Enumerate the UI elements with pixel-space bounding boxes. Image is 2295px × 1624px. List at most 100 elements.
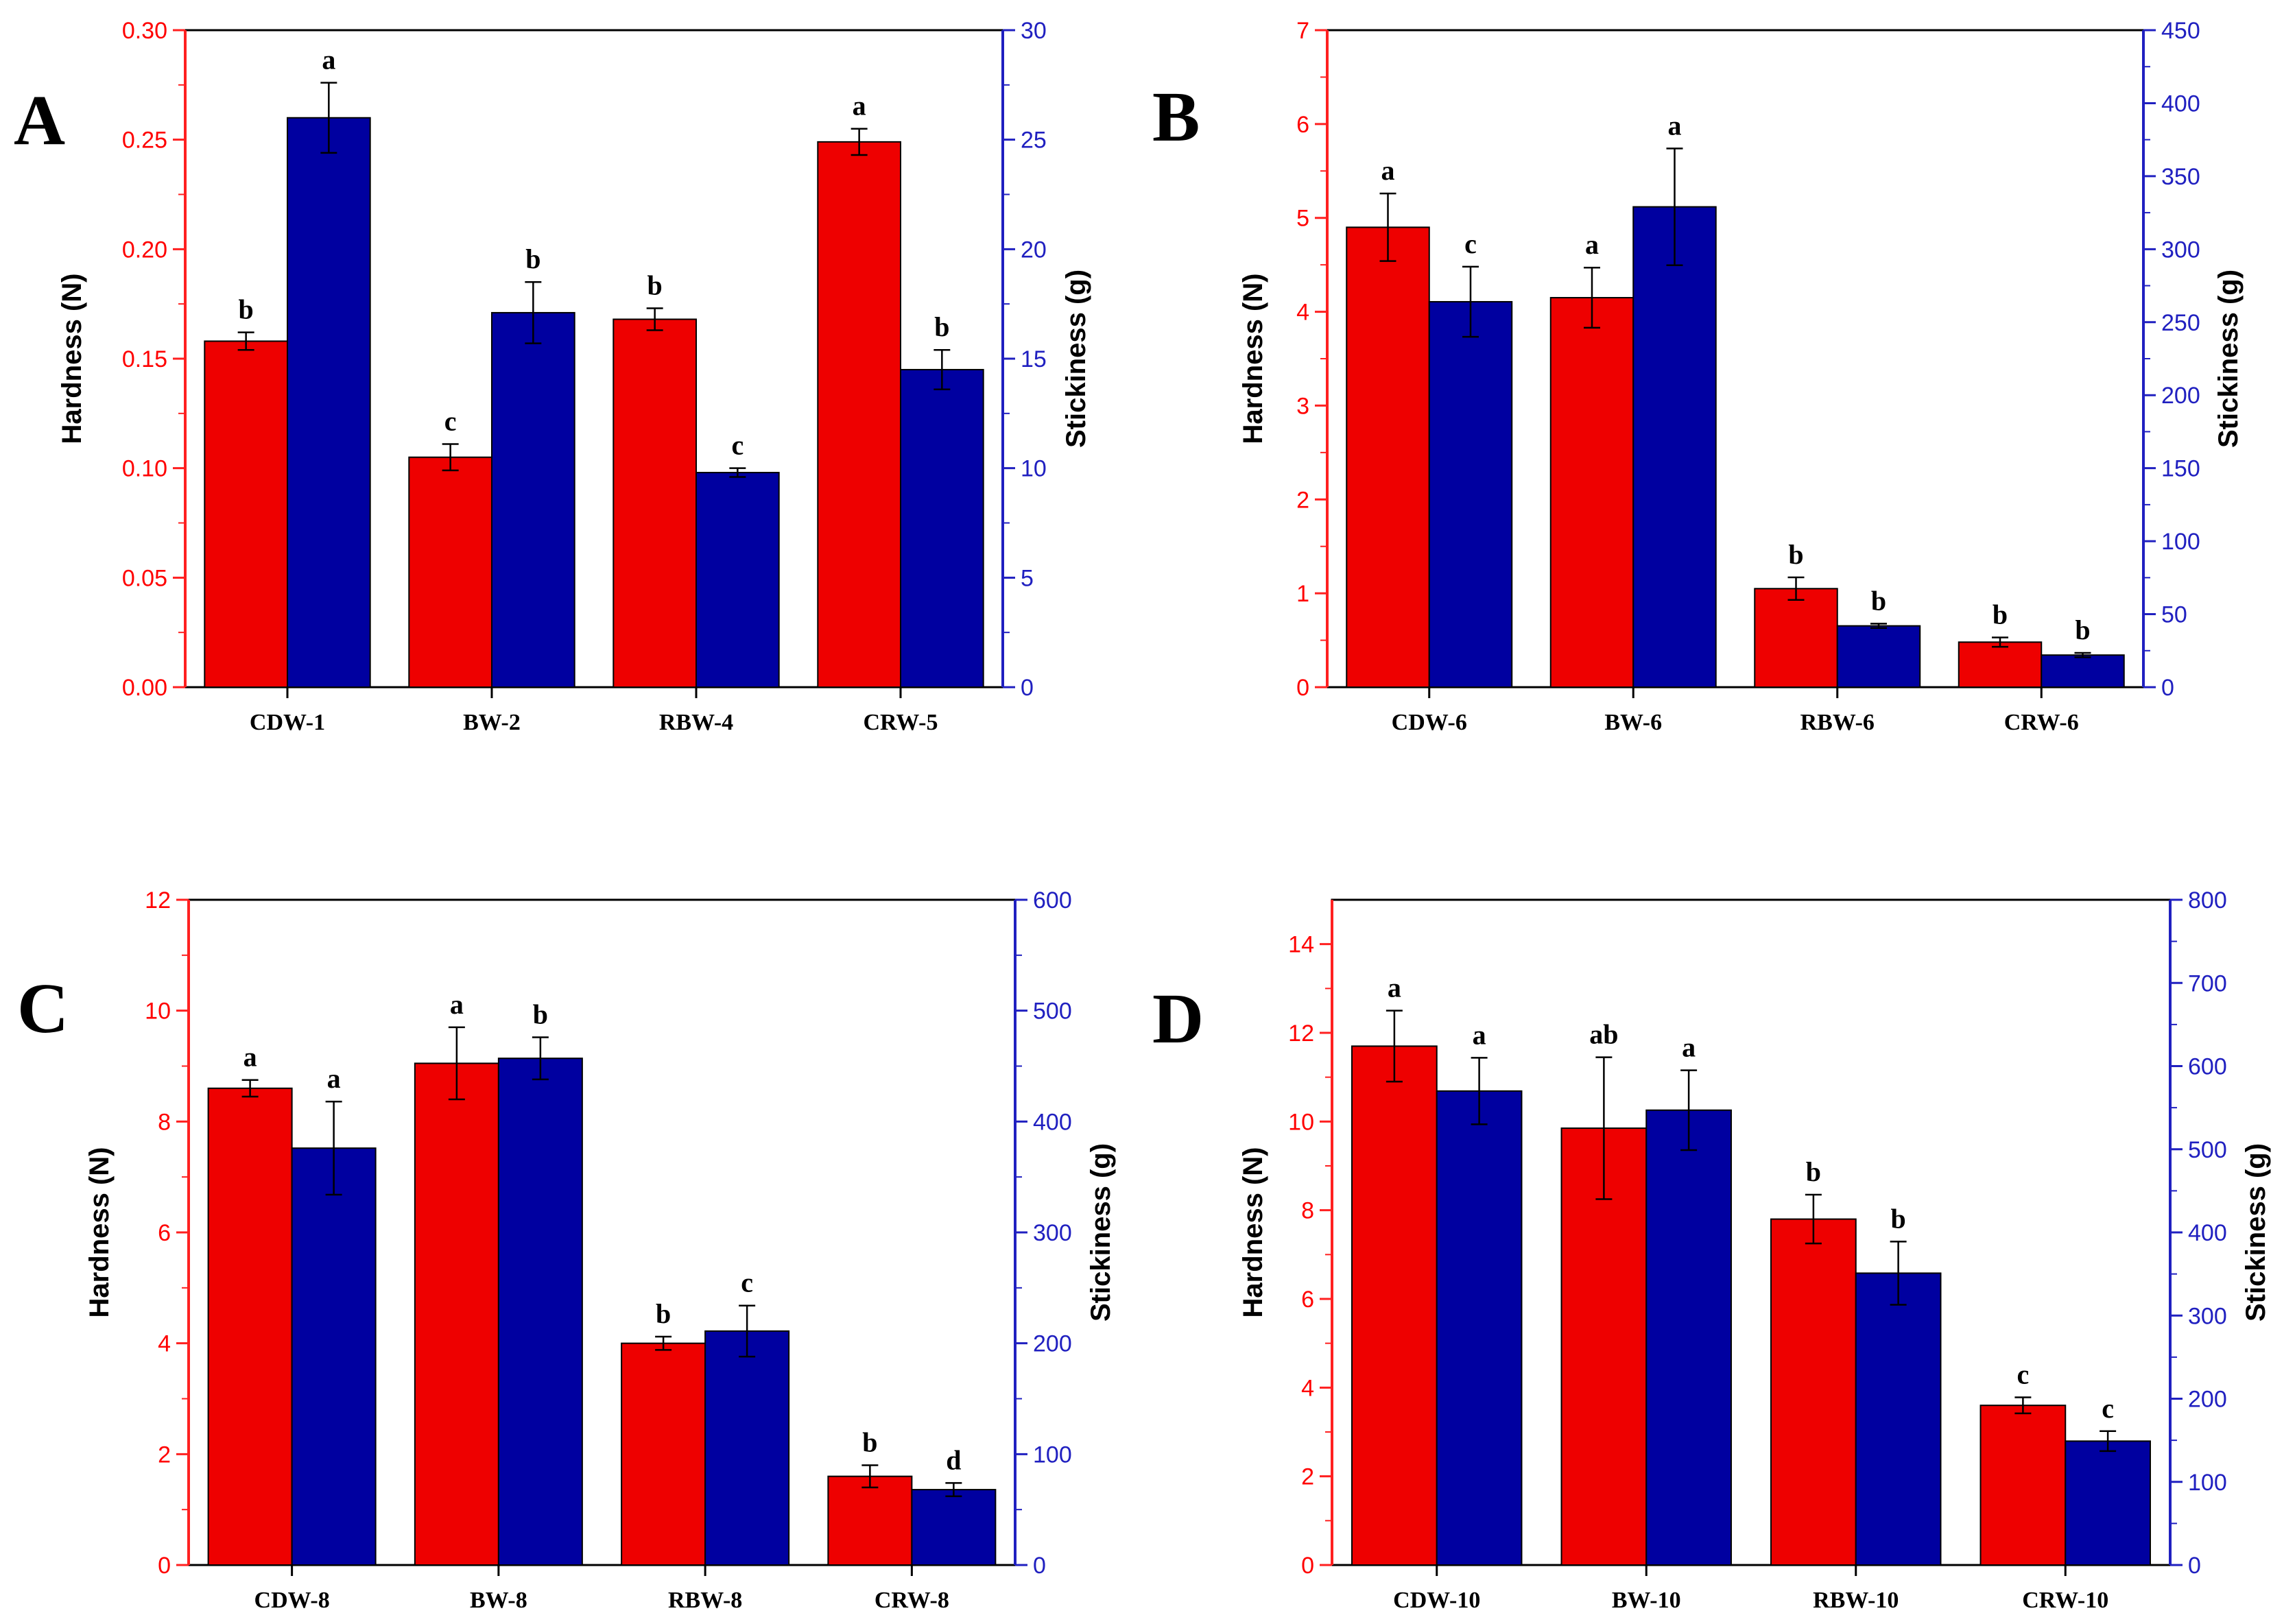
significance-letter: b <box>1890 1203 1905 1234</box>
right-tick-label: 100 <box>2161 529 2200 555</box>
right-tick-label: 10 <box>1021 456 1047 482</box>
left-tick-label: 14 <box>1288 932 1314 958</box>
left-tick-label: 12 <box>145 887 171 914</box>
left-tick-label: 2 <box>1301 1464 1314 1490</box>
right-tick-label: 400 <box>1033 1109 1072 1135</box>
x-tick-label: RBW-8 <box>668 1588 742 1613</box>
stickiness-bar <box>1428 300 1513 688</box>
right-tick-label: 150 <box>2161 456 2200 482</box>
hardness-bar <box>1346 226 1430 688</box>
left-tick-label: 0.15 <box>122 346 167 372</box>
x-tick-label: RBW-4 <box>659 710 733 735</box>
x-tick-label: CRW-10 <box>2022 1588 2108 1613</box>
right-tick-label: 0 <box>2188 1553 2201 1579</box>
panel-letter: C <box>17 969 69 1048</box>
significance-letter: a <box>243 1042 257 1073</box>
significance-letter: a <box>450 989 464 1020</box>
stickiness-bar <box>2065 1440 2151 1566</box>
left-tick-label: 0.10 <box>122 456 167 482</box>
hardness-bar <box>1770 1218 1857 1566</box>
panel-letter: D <box>1152 979 1204 1058</box>
left-tick-label: 0.00 <box>122 675 167 701</box>
left-tick-label: 0 <box>1296 675 1309 701</box>
x-tick-label: CDW-6 <box>1392 710 1467 735</box>
x-tick-label: BW-10 <box>1612 1588 1681 1613</box>
left-tick-label: 8 <box>158 1109 171 1135</box>
significance-letter: a <box>1473 1019 1486 1050</box>
x-tick-label: CDW-10 <box>1393 1588 1480 1613</box>
significance-letter: c <box>731 430 744 461</box>
right-tick-label: 800 <box>2188 887 2227 914</box>
significance-letter: a <box>853 91 866 121</box>
significance-letter: b <box>525 243 540 274</box>
stickiness-bar <box>2041 654 2125 688</box>
right-tick-label: 25 <box>1021 128 1047 154</box>
right-tick-label: 400 <box>2161 91 2200 117</box>
right-tick-label: 300 <box>2188 1303 2227 1329</box>
significance-letter: b <box>1871 585 1886 616</box>
right-tick-label: 600 <box>2188 1054 2227 1080</box>
significance-letter: c <box>444 406 457 437</box>
y-axis-title: Hardness (N) <box>1238 274 1268 444</box>
hardness-bar <box>1958 641 2043 689</box>
left-tick-label: 4 <box>158 1331 171 1357</box>
y-axis-title: Hardness (N) <box>1238 1147 1268 1318</box>
left-tick-label: 0 <box>1301 1553 1314 1579</box>
significance-letter: a <box>1585 229 1599 260</box>
stickiness-bar <box>291 1147 377 1566</box>
left-tick-label: 7 <box>1296 18 1309 44</box>
right-tick-label: 5 <box>1021 565 1034 591</box>
x-tick-label: CRW-5 <box>864 710 938 735</box>
stickiness-bar <box>1645 1109 1732 1566</box>
left-tick-label: 0 <box>158 1553 171 1579</box>
hardness-bar <box>827 1475 913 1566</box>
stickiness-bar <box>911 1489 997 1566</box>
significance-letter: b <box>934 311 949 342</box>
right-tick-label: 20 <box>1021 237 1047 263</box>
hardness-bar <box>1549 297 1634 688</box>
left-tick-label: 2 <box>158 1442 171 1468</box>
right-tick-label: 500 <box>2188 1137 2227 1163</box>
left-tick-label: 0.05 <box>122 565 167 591</box>
right-tick-label: 450 <box>2161 18 2200 44</box>
stickiness-bar <box>704 1330 790 1566</box>
y2-axis-title: Stickiness (g) <box>1061 270 1091 448</box>
significance-letter: a <box>1381 155 1395 186</box>
right-tick-label: 0 <box>1033 1553 1046 1579</box>
right-tick-label: 0 <box>1021 675 1034 701</box>
x-tick-label: CRW-8 <box>875 1588 949 1613</box>
hardness-bar <box>621 1342 706 1566</box>
x-tick-label: CDW-8 <box>254 1588 330 1613</box>
significance-letter: c <box>2102 1393 2114 1424</box>
x-tick-label: BW-2 <box>463 710 521 735</box>
hardness-bar <box>1351 1045 1438 1566</box>
left-tick-label: 6 <box>158 1220 171 1246</box>
y-axis-title: Hardness (N) <box>84 1147 115 1318</box>
y-axis-title: Hardness (N) <box>57 274 87 444</box>
significance-letter: b <box>239 294 254 325</box>
stickiness-bar <box>900 368 984 688</box>
right-tick-label: 100 <box>2188 1470 2227 1496</box>
left-tick-label: 3 <box>1296 393 1309 419</box>
significance-letter: b <box>647 270 663 301</box>
hardness-bar <box>207 1087 293 1566</box>
right-tick-label: 200 <box>2161 383 2200 409</box>
left-tick-label: 10 <box>1288 1109 1314 1135</box>
significance-letter: d <box>946 1444 961 1475</box>
significance-letter: b <box>1993 599 2008 630</box>
panel-b: B 0 1 2 3 4 5 6 7 0 50 100 150 200 250 300 350 400 450 Hard… <box>1152 18 2244 735</box>
left-tick-label: 4 <box>1301 1375 1314 1401</box>
significance-letter: a <box>327 1063 341 1094</box>
x-tick-label: BW-8 <box>470 1588 527 1613</box>
significance-letter: a <box>1682 1032 1696 1063</box>
right-tick-label: 15 <box>1021 346 1047 372</box>
significance-letter: c <box>1464 228 1477 259</box>
hardness-bar <box>414 1062 499 1566</box>
right-tick-label: 300 <box>2161 237 2200 263</box>
x-tick-label: BW-6 <box>1604 710 1662 735</box>
y2-axis-title: Stickiness (g) <box>2213 270 2244 448</box>
significance-letter: b <box>1788 539 1803 570</box>
stickiness-bar <box>1836 625 1921 688</box>
left-tick-label: 2 <box>1296 487 1309 513</box>
